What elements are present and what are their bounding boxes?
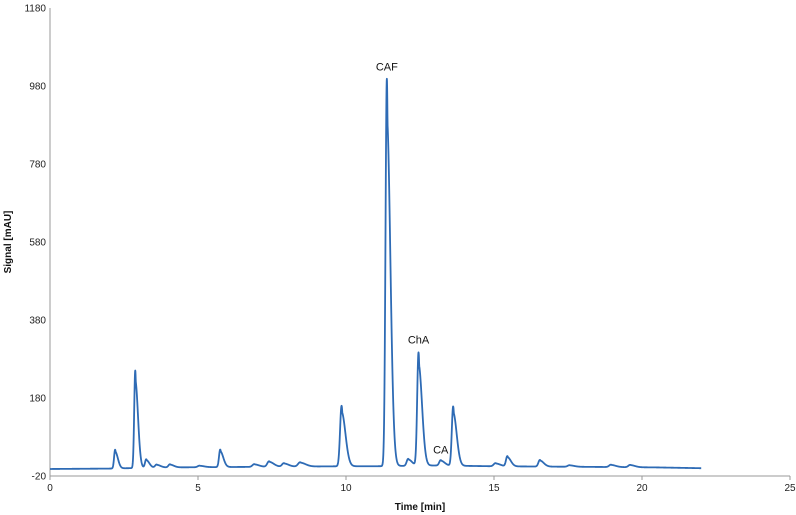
x-tick-labels: 0 5 10 15 20 25 (47, 476, 796, 494)
x-axis-title: Time [min] (395, 502, 445, 513)
y-tick-label: 1180 (24, 4, 46, 15)
x-tick-label: 10 (340, 483, 352, 494)
y-tick-labels: -20 180 380 580 780 980 1180 (24, 4, 46, 483)
y-tick-label: -20 (32, 472, 47, 483)
x-tick-label: 20 (636, 483, 648, 494)
x-tick-label: 15 (488, 483, 500, 494)
x-tick-label: 0 (47, 483, 53, 494)
peak-annotations: CAF ChA CA (376, 61, 449, 456)
y-tick-label: 980 (29, 82, 46, 93)
signal-line (49, 77, 702, 470)
x-tick-label: 25 (784, 483, 796, 494)
x-axis: 0 5 10 15 20 25 (47, 475, 796, 494)
y-tick-label: 180 (29, 394, 46, 405)
y-tick-label: 380 (29, 316, 46, 327)
peak-label-ca: CA (433, 444, 449, 456)
y-tick-label: 580 (29, 238, 46, 249)
y-axis-title: Signal [mAU] (3, 211, 14, 274)
x-tick-label: 5 (195, 483, 201, 494)
y-tick-label: 780 (29, 160, 46, 171)
peak-label-caf: CAF (376, 61, 398, 73)
peak-label-cha: ChA (408, 334, 430, 346)
y-axis: -20 180 380 580 780 980 1180 (24, 4, 51, 483)
